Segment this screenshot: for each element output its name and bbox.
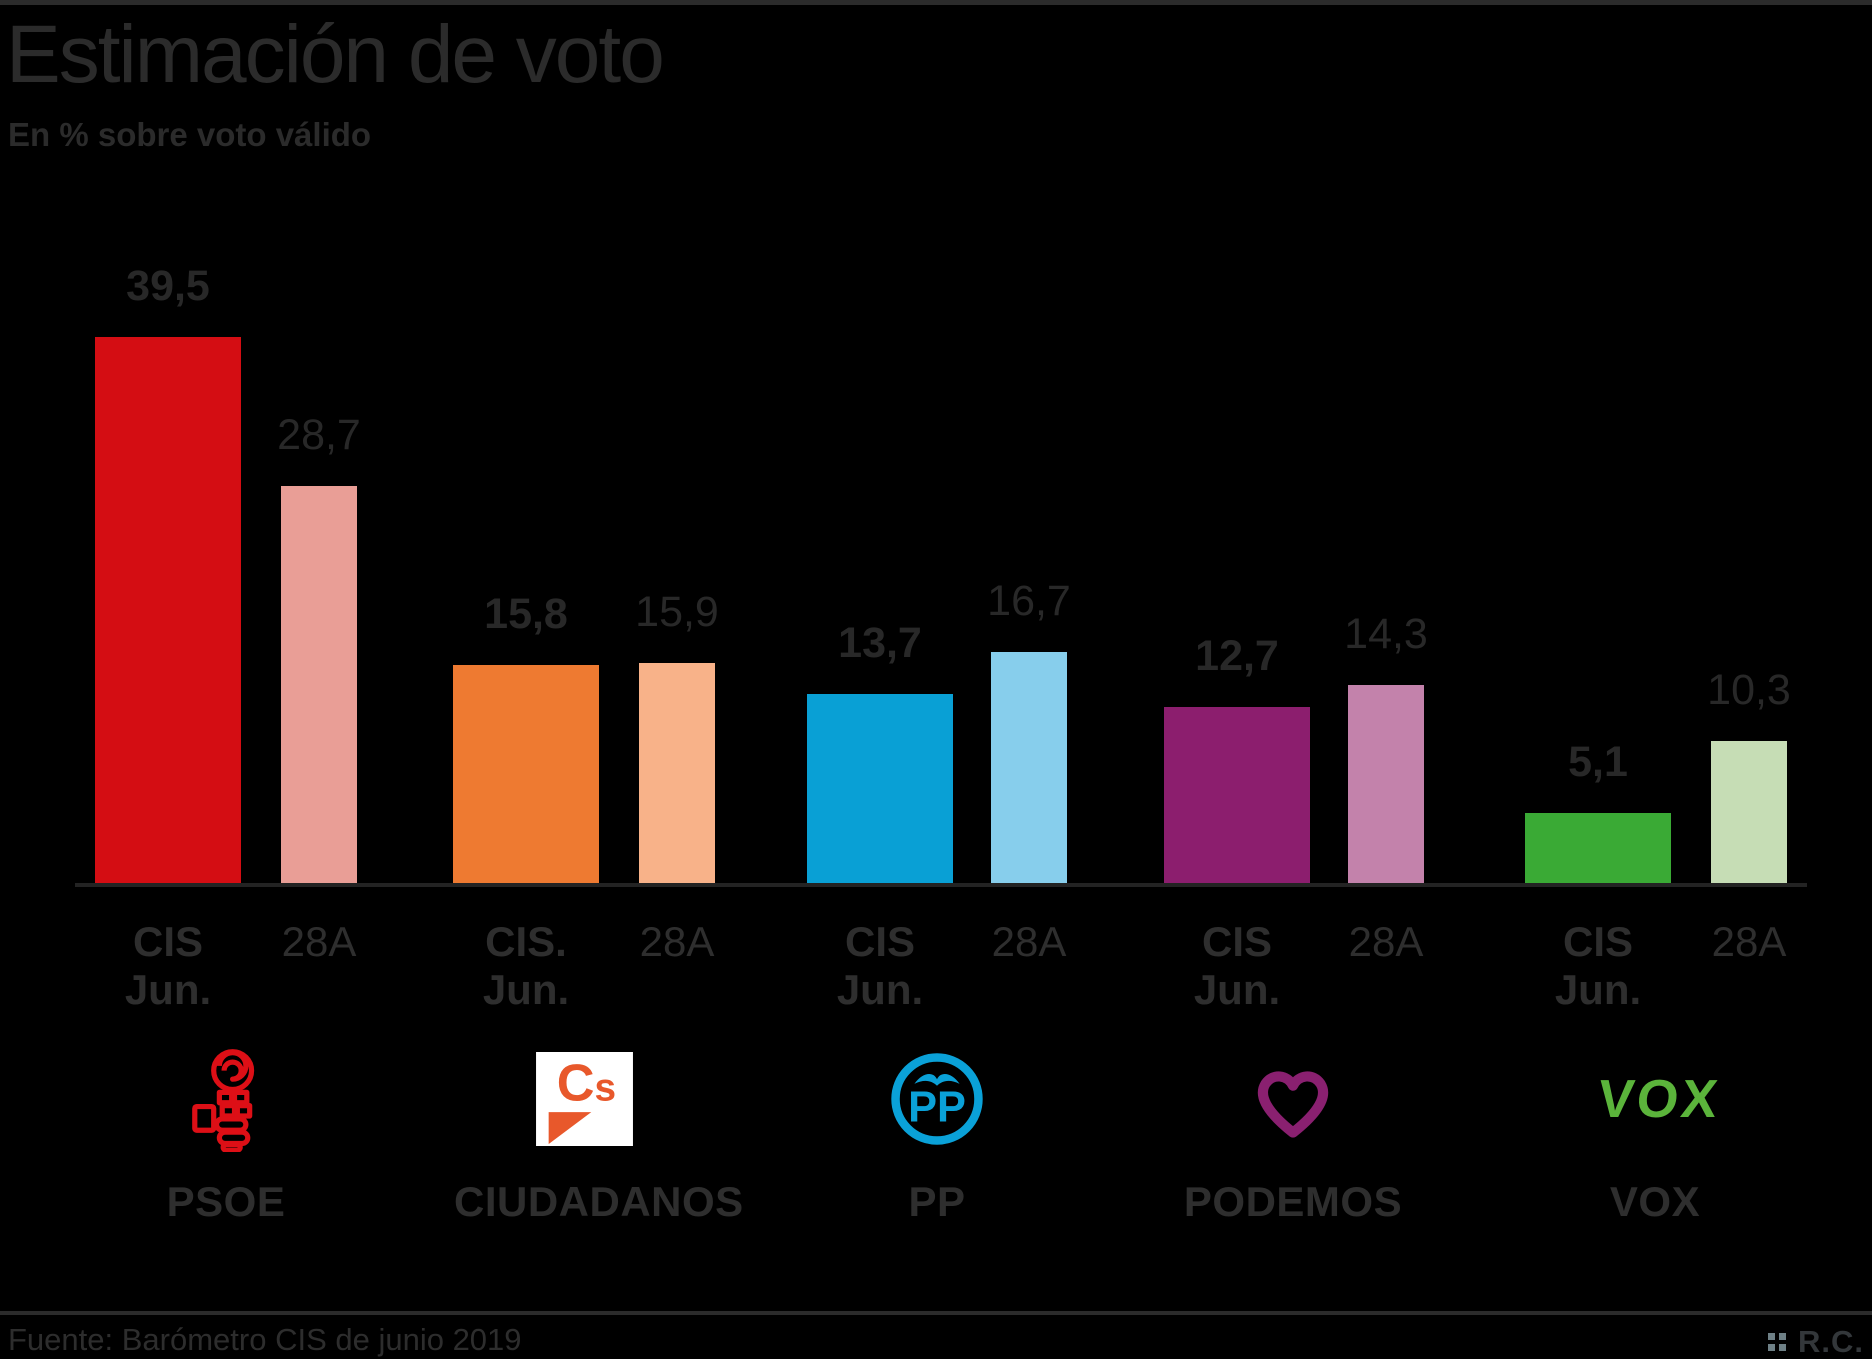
value-label-psoe-cis-jun: 39,5 (126, 262, 210, 310)
bar-ciudadanos-28a (639, 663, 715, 883)
rc-squares-icon (1768, 1333, 1786, 1351)
party-label-podemos: PODEMOS (1183, 1178, 1403, 1225)
value-label-vox-cis-jun: 5,1 (1568, 738, 1628, 786)
chart-area: 39,5 28,7 15,8 15,9 13,7 16,7 12,7 14,3 5,1 10,3 (95, 262, 1791, 883)
tick-ciudadanos-28a: 28A (639, 918, 715, 965)
tick-psoe-28a: 28A (281, 918, 357, 965)
value-label-pp-28a: 16,7 (987, 577, 1071, 625)
page-title: Estimación de voto (6, 9, 665, 100)
value-label-vox-28a: 10,3 (1707, 666, 1791, 714)
footer-divider-rule (0, 1311, 1872, 1315)
top-border-rule (0, 0, 1872, 5)
ciudadanos-cs-icon: Cs (535, 1052, 633, 1146)
svg-text:PP: PP (908, 1084, 966, 1132)
bar-vox-cis-jun (1525, 813, 1671, 883)
tick-ciudadanos-cis-jun: CIS. Jun. (482, 918, 570, 1013)
x-axis-line (75, 883, 1807, 887)
psoe-rose-fist-icon (192, 1049, 255, 1152)
chart-subtitle: En % sobre voto válido (8, 116, 372, 153)
bar-psoe-28a (281, 486, 357, 883)
bar-ciudadanos-cis-jun (453, 665, 599, 883)
bar-podemos-cis-jun (1164, 707, 1310, 883)
value-label-ciudadanos-28a: 15,9 (635, 588, 719, 636)
pp-circle-gull-icon: PP (891, 1053, 983, 1145)
value-label-ciudadanos-cis-jun: 15,8 (484, 590, 568, 638)
svg-text:VOX: VOX (1595, 1069, 1722, 1129)
value-label-psoe-28a: 28,7 (277, 411, 361, 459)
party-block-psoe: PSOE (96, 1040, 356, 1240)
tick-podemos-28a: 28A (1348, 918, 1424, 965)
party-label-pp: PP (908, 1178, 966, 1225)
party-label-vox: VOX (1609, 1178, 1701, 1225)
party-block-podemos: PODEMOS (1163, 1040, 1423, 1240)
value-label-podemos-28a: 14,3 (1344, 610, 1428, 658)
tick-psoe-cis-jun: CIS Jun. (124, 918, 212, 1013)
party-label-ciudadanos: CIUDADANOS (454, 1178, 744, 1225)
vox-wordmark-icon: VOX (1595, 1069, 1722, 1129)
bar-pp-28a (991, 652, 1067, 883)
bar-podemos-28a (1348, 685, 1424, 883)
podemos-heart-icon (1257, 1070, 1329, 1138)
tick-vox-cis-jun: CIS Jun. (1554, 918, 1642, 1013)
bar-vox-28a (1711, 741, 1787, 883)
party-block-vox: VOX VOX (1525, 1040, 1785, 1240)
source-note: Fuente: Barómetro CIS de junio 2019 (8, 1322, 522, 1357)
tick-pp-cis-jun: CIS Jun. (836, 918, 924, 1013)
party-block-ciudadanos: Cs CIUDADANOS (454, 1040, 744, 1240)
tick-pp-28a: 28A (991, 918, 1067, 965)
value-label-pp-cis-jun: 13,7 (838, 619, 922, 667)
party-label-psoe: PSOE (166, 1178, 286, 1225)
tick-podemos-cis-jun: CIS Jun. (1193, 918, 1281, 1013)
credit-block: R.C. (1768, 1324, 1864, 1359)
value-label-podemos-cis-jun: 12,7 (1195, 632, 1279, 680)
svg-text:Cs: Cs (556, 1054, 615, 1112)
party-block-pp: PP PP (807, 1040, 1067, 1240)
credit-label: R.C. (1798, 1324, 1864, 1359)
bar-psoe-cis-jun (95, 337, 241, 883)
bar-pp-cis-jun (807, 694, 953, 883)
tick-vox-28a: 28A (1711, 918, 1787, 965)
